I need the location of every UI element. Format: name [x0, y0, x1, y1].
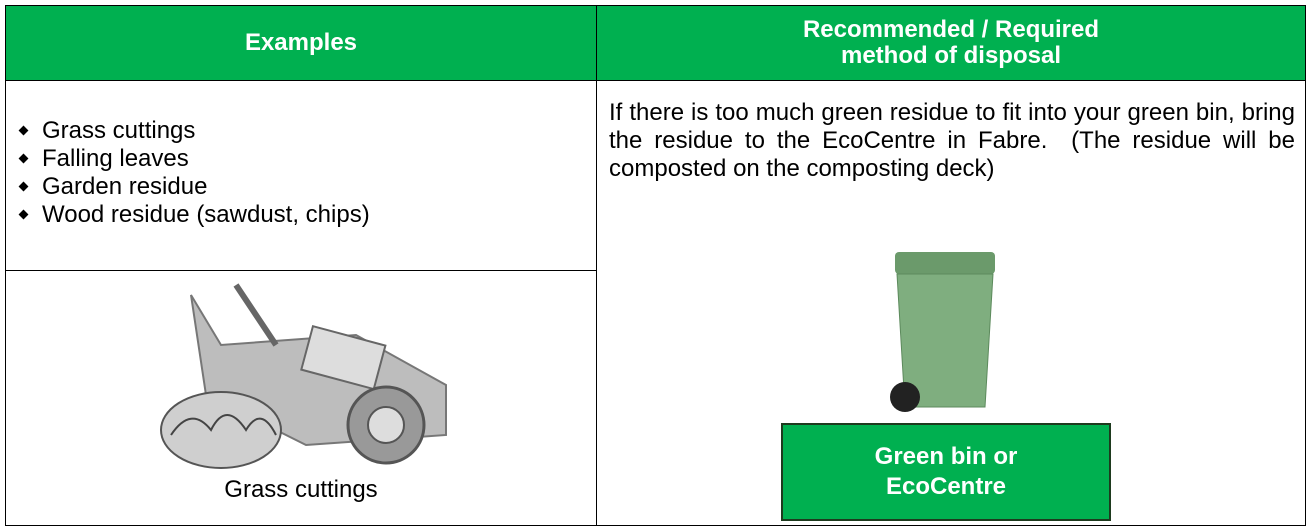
example-item: Grass cuttings: [6, 117, 596, 145]
method-text: Green bin or: [783, 442, 1109, 472]
method-box: Green bin or EcoCentre: [781, 423, 1111, 521]
bin-illustration: [875, 247, 1015, 417]
method-text: EcoCentre: [783, 472, 1109, 502]
image-caption: Grass cuttings: [6, 476, 596, 504]
header-cell: Recommended / Required method of disposa…: [596, 5, 1306, 81]
mower-illustration: [6, 275, 596, 475]
page: Examples Recommended / Required method o…: [0, 0, 1311, 531]
example-item: Wood residue (sawdust, chips): [6, 201, 596, 229]
disposal-cell: If there is too much green residue to fi…: [596, 80, 1306, 526]
disposal-text: If there is too much green residue to fi…: [609, 99, 1295, 183]
header-text: Examples: [6, 30, 596, 56]
example-item: Garden residue: [6, 173, 596, 201]
image-cell: Grass cuttings: [5, 270, 597, 526]
header-cell: Examples: [5, 5, 597, 81]
example-item: Falling leaves: [6, 145, 596, 173]
header-text: method of disposal: [597, 43, 1305, 69]
header-text: Recommended / Required: [597, 17, 1305, 43]
